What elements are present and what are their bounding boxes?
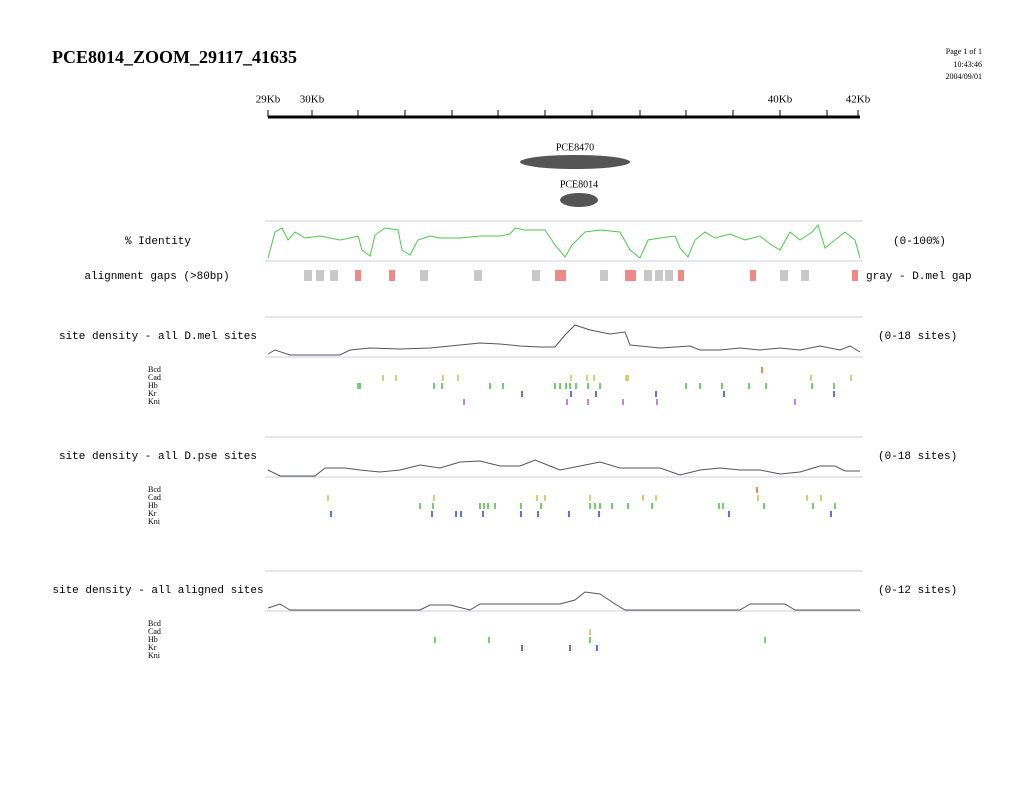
gap-block xyxy=(678,270,684,281)
track-label: site density - all D.pse sites xyxy=(59,451,257,463)
track-label: site density - all aligned sites xyxy=(52,585,263,597)
identity-curve xyxy=(267,223,861,259)
gap-legend: gray - D.mel gap xyxy=(866,271,972,283)
factor-label: Cad xyxy=(148,627,161,636)
factor-label: Hb xyxy=(148,381,158,390)
gap-block xyxy=(801,270,809,281)
density-curve xyxy=(267,324,861,356)
factor-label: Kr xyxy=(148,389,157,398)
track-range: (0-18 sites) xyxy=(878,331,957,343)
density-tracks: site density - all D.mel sites (0-18 site… xyxy=(52,316,957,660)
factor-label: Kr xyxy=(148,643,157,652)
gap-block xyxy=(665,270,673,281)
page-info: 2004/09/01 xyxy=(946,72,982,81)
gap-block xyxy=(555,270,566,281)
gap-block xyxy=(600,270,608,281)
feature xyxy=(560,193,598,207)
gap-block xyxy=(532,270,540,281)
density-curve xyxy=(267,591,860,611)
gap-block xyxy=(316,270,324,281)
factor-label: Hb xyxy=(148,501,158,510)
gap-block xyxy=(852,270,858,281)
factor-label: Kni xyxy=(148,651,161,660)
factor-label: Kni xyxy=(148,397,161,406)
factor-label: Cad xyxy=(148,373,161,382)
page-info: Page 1 of 1 xyxy=(946,47,982,56)
gap-block xyxy=(644,270,652,281)
gap-block xyxy=(330,270,338,281)
track-label: % Identity xyxy=(125,236,191,248)
ruler-label: 30Kb xyxy=(300,94,325,106)
feature-label: PCE8014 xyxy=(560,179,598,190)
ruler-label: 29Kb xyxy=(256,94,281,106)
gap-block xyxy=(655,270,663,281)
track-label: alignment gaps (>80bp) xyxy=(84,271,229,283)
factor-label: Bcd xyxy=(148,619,161,628)
factor-label: Kr xyxy=(148,509,157,518)
ruler: 29Kb 30Kb 40Kb 42Kb xyxy=(256,94,871,119)
gap-block xyxy=(625,270,636,281)
track-range: (0-100%) xyxy=(893,236,946,248)
density-curve xyxy=(267,459,860,477)
gap-blocks xyxy=(304,270,858,281)
page-info: 10:43:46 xyxy=(954,60,982,69)
gap-block xyxy=(750,270,756,281)
factor-label: Bcd xyxy=(148,485,161,494)
track-label: site density - all D.mel sites xyxy=(59,331,257,343)
factor-label: Hb xyxy=(148,635,158,644)
gap-block xyxy=(780,270,788,281)
gap-block xyxy=(420,270,428,281)
gap-block xyxy=(355,270,361,281)
gap-block xyxy=(389,270,395,281)
factor-label: Bcd xyxy=(148,365,161,374)
track-range: (0-12 sites) xyxy=(878,585,957,597)
page-title: PCE8014_ZOOM_29117_41635 xyxy=(52,47,297,67)
feature-label: PCE8470 xyxy=(556,142,594,153)
gap-block xyxy=(304,270,312,281)
factor-label: Cad xyxy=(148,493,161,502)
ruler-label: 42Kb xyxy=(846,94,871,106)
ruler-label: 40Kb xyxy=(768,94,793,106)
gap-block xyxy=(474,270,482,281)
feature xyxy=(520,155,630,169)
factor-label: Kni xyxy=(148,517,161,526)
track-range: (0-18 sites) xyxy=(878,451,957,463)
